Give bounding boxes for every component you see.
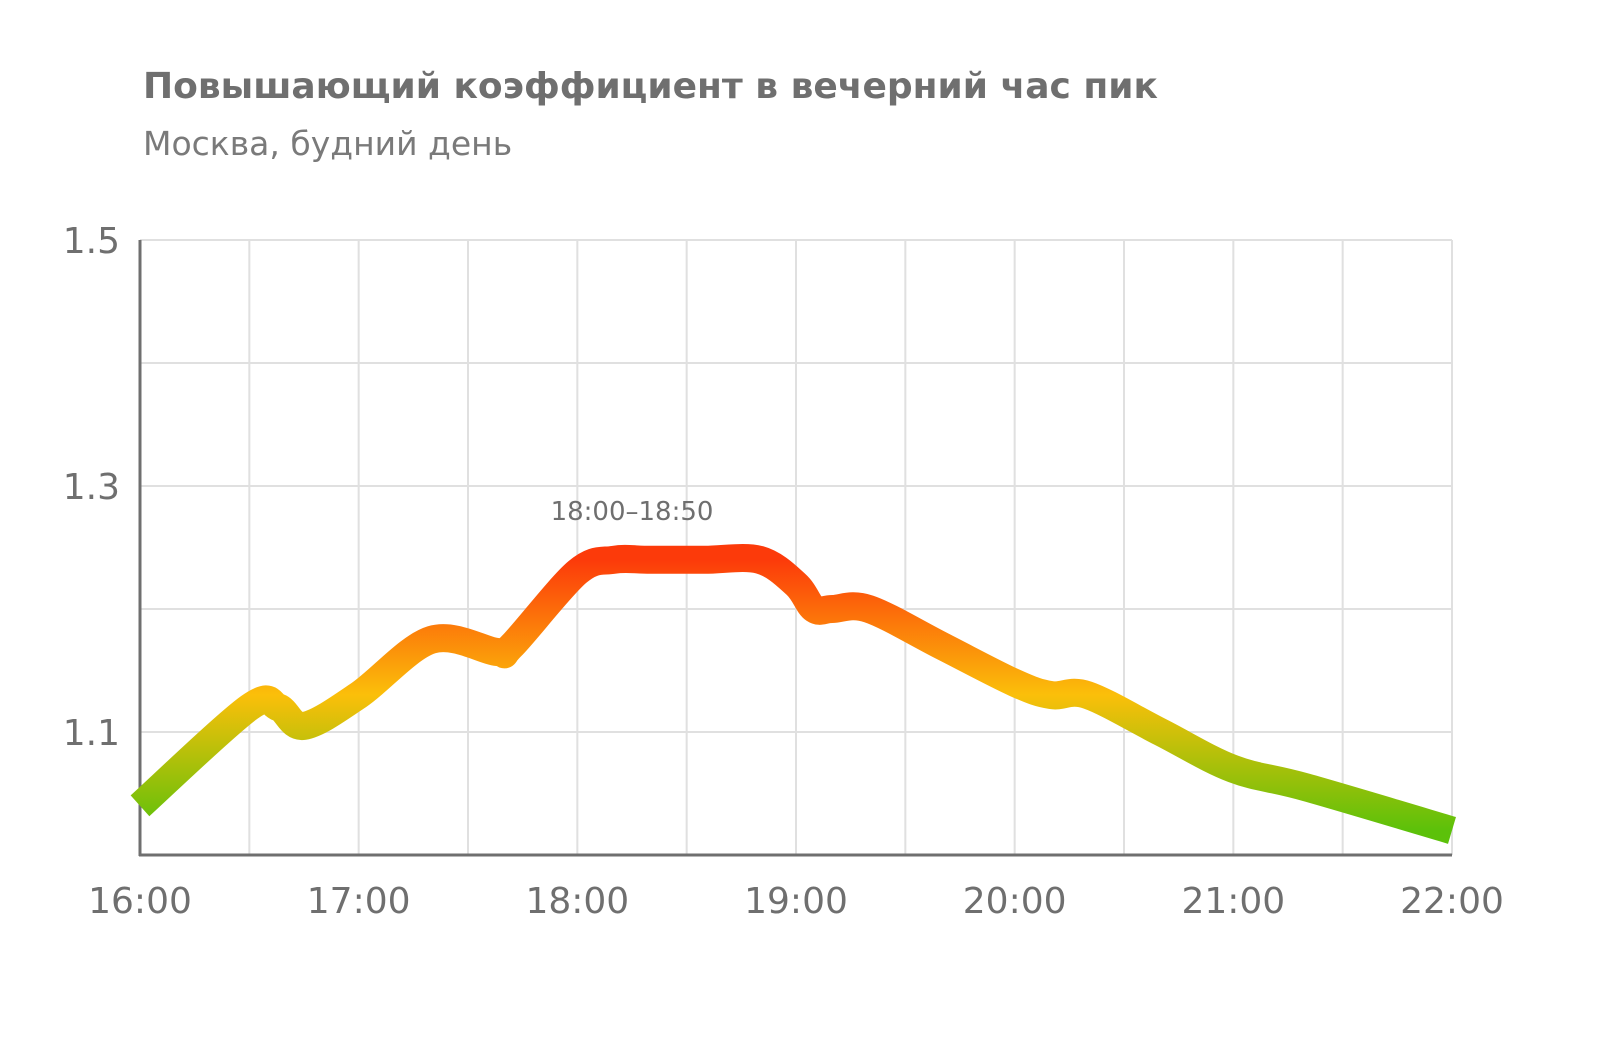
y-tick-label: 1.1 xyxy=(63,713,120,754)
series-line xyxy=(130,543,1456,844)
chart-subtitle: Москва, будний день xyxy=(143,124,513,163)
x-tick-label: 20:00 xyxy=(963,881,1067,922)
x-tick-label: 21:00 xyxy=(1181,881,1285,922)
series-layer xyxy=(130,543,1456,844)
x-tick-label: 16:00 xyxy=(88,881,192,922)
axes xyxy=(138,240,1452,857)
y-tick-label: 1.5 xyxy=(63,221,120,262)
x-tick-label: 22:00 xyxy=(1400,881,1504,922)
peak-annotation: 18:00–18:50 xyxy=(551,497,714,527)
x-tick-label: 18:00 xyxy=(525,881,629,922)
y-tick-label: 1.3 xyxy=(63,467,120,508)
x-tick-label: 17:00 xyxy=(307,881,411,922)
labels: 16:00 17:00 18:00 19:00 20:00 21:00 22:00 1.1 1.… xyxy=(63,221,1504,922)
grid xyxy=(140,239,1453,855)
x-tick-label: 19:00 xyxy=(744,881,848,922)
chart-title: Повышающий коэффициент в вечерний час пи… xyxy=(143,66,1158,107)
